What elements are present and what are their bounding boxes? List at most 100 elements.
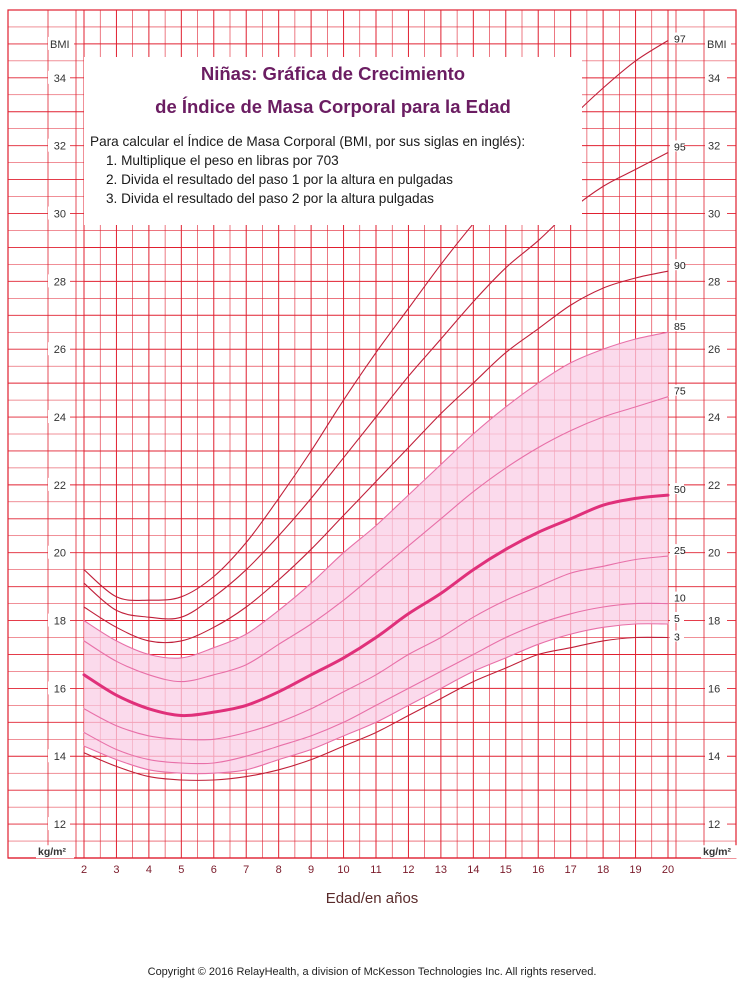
y-tick-label-left: 28 [54, 276, 66, 288]
percentile-label-bg [670, 483, 684, 495]
percentile-curves [82, 39, 670, 781]
y-tick-label-left: 24 [54, 412, 66, 424]
x-tick-label: 14 [467, 864, 479, 876]
y-tick-bg [48, 138, 70, 152]
y-tick-label-left: 26 [54, 344, 66, 356]
x-tick-label: 7 [243, 864, 249, 876]
y-tick-label-right: 24 [708, 412, 720, 424]
y-tick-label-left: 20 [54, 548, 66, 560]
x-tick-label: 13 [435, 864, 447, 876]
percentile-label-bg [670, 320, 684, 332]
y-tick-bg [48, 613, 70, 627]
x-tick-label: 10 [337, 864, 349, 876]
percentile-label-97: 97 [674, 34, 686, 46]
y-tick-bg [705, 477, 727, 491]
percentile-label-bg [670, 259, 684, 271]
y-tick-label-left: 34 [54, 73, 66, 85]
bmi-unit-label: BMI [50, 39, 70, 51]
y-tick-label-right: 18 [708, 616, 720, 628]
percentile-label-bg [670, 544, 684, 556]
unit-label-bg [701, 845, 739, 859]
y-tick-bg [705, 545, 727, 559]
instruction-step: 3. Divida el resultado del paso 2 por la… [106, 191, 434, 206]
y-tick-label-left: 32 [54, 141, 66, 153]
instructions-intro: Para calcular el Índice de Masa Corporal… [90, 134, 526, 149]
percentile-label-bg [670, 611, 684, 623]
percentile-label-50: 50 [674, 484, 686, 496]
x-tick-label: 18 [597, 864, 609, 876]
percentile-label-10: 10 [674, 593, 686, 605]
y-tick-label-right: 16 [708, 683, 720, 695]
y-tick-bg [48, 477, 70, 491]
x-tick-label: 12 [402, 864, 414, 876]
y-tick-label-right: 14 [708, 751, 720, 763]
y-tick-bg [48, 817, 70, 831]
unit-label-bg [48, 36, 74, 50]
x-tick-label: 3 [113, 864, 119, 876]
y-tick-bg [48, 274, 70, 288]
y-tick-bg [705, 817, 727, 831]
shaded-band-5-85 [84, 332, 668, 774]
y-tick-bg [705, 410, 727, 424]
unit-label-bg [36, 845, 74, 859]
percentile-band [84, 332, 668, 774]
y-tick-bg [48, 206, 70, 220]
y-tick-bg [705, 206, 727, 220]
y-tick-bg [48, 749, 70, 763]
percentile-label-5: 5 [674, 613, 680, 625]
y-tick-label-right: 12 [708, 819, 720, 831]
y-tick-bg [705, 749, 727, 763]
y-tick-label-right: 22 [708, 480, 720, 492]
kgm2-unit-label: kg/m² [38, 846, 67, 858]
y-tick-label-right: 30 [708, 209, 720, 221]
instruction-step: 1. Multiplique el peso en libras por 703 [106, 153, 339, 168]
percentile-curve-90 [83, 270, 669, 644]
percentile-curve-5 [83, 623, 669, 775]
x-tick-label: 6 [211, 864, 217, 876]
x-tick-label: 19 [629, 864, 641, 876]
percentile-label-3: 3 [674, 632, 680, 644]
percentile-label-25: 25 [674, 545, 686, 557]
percentile-label-85: 85 [674, 321, 686, 333]
y-tick-label-left: 18 [54, 616, 66, 628]
y-tick-bg [705, 70, 727, 84]
y-tick-label-left: 16 [54, 683, 66, 695]
percentile-curve-10 [83, 602, 669, 765]
percentile-label-bg [670, 630, 684, 642]
y-tick-bg [48, 70, 70, 84]
percentile-label-bg [670, 591, 684, 603]
y-tick-bg [48, 342, 70, 356]
kgm2-unit-label: kg/m² [703, 846, 732, 858]
percentile-label-bg [670, 384, 684, 396]
percentile-curve-75 [83, 396, 669, 683]
y-tick-label-left: 30 [54, 209, 66, 221]
instruction-step: 2. Divida el resultado del paso 1 por la… [106, 172, 453, 187]
bmi-unit-label: BMI [707, 39, 727, 51]
y-tick-label-left: 12 [54, 819, 66, 831]
percentile-label-bg [670, 32, 684, 44]
x-tick-label: 17 [565, 864, 577, 876]
x-tick-label: 16 [532, 864, 544, 876]
percentile-label-90: 90 [674, 260, 686, 272]
percentile-curve-25 [83, 555, 669, 741]
y-tick-label-left: 14 [54, 751, 66, 763]
percentile-label-95: 95 [674, 141, 686, 153]
chart-title-line2: de Índice de Masa Corporal para la Edad [155, 96, 511, 117]
y-tick-bg [48, 545, 70, 559]
x-tick-label: 11 [370, 864, 381, 876]
x-axis-label: Edad/en años [325, 890, 419, 907]
x-tick-label: 2 [81, 864, 87, 876]
unit-label-bg [705, 36, 731, 50]
x-tick-label: 9 [308, 864, 314, 876]
y-tick-bg [705, 681, 727, 695]
x-tick-label: 4 [146, 864, 152, 876]
y-tick-bg [705, 274, 727, 288]
x-tick-label: 20 [662, 864, 674, 876]
x-tick-label: 8 [276, 864, 282, 876]
percentile-label-bg [670, 140, 684, 152]
y-tick-bg [705, 342, 727, 356]
y-tick-bg [48, 681, 70, 695]
percentile-curve-50 [82, 493, 670, 718]
y-tick-bg [705, 138, 727, 152]
